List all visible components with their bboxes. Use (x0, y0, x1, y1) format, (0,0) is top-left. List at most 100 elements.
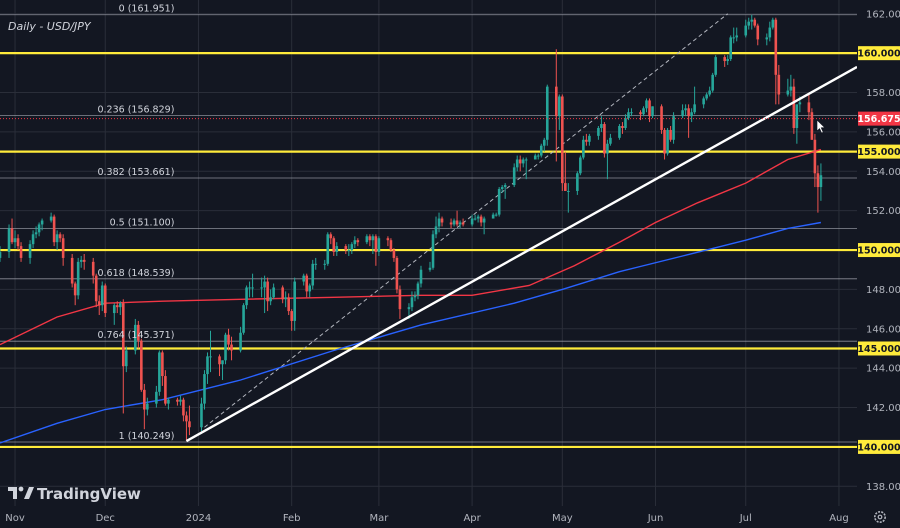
gear-icon[interactable] (874, 511, 886, 523)
time-scale[interactable] (0, 506, 900, 528)
candle-body (476, 216, 480, 219)
candle-body (729, 37, 733, 60)
candle (272, 283, 275, 300)
x-tick-label: 2024 (186, 513, 211, 524)
candle-body (660, 106, 663, 130)
candle (494, 212, 498, 217)
level-badge-bg (858, 439, 900, 454)
horizontal-levels[interactable] (0, 52, 857, 449)
candle-body (185, 415, 188, 422)
candle (58, 232, 62, 243)
candle-body (765, 37, 769, 40)
candle-body (651, 106, 654, 117)
candle-body (200, 403, 203, 428)
candle-body (356, 240, 360, 243)
candle-body (732, 37, 736, 39)
candle-body (31, 234, 35, 245)
candle (260, 277, 263, 298)
candle-body (518, 159, 522, 164)
candle-body (398, 289, 402, 310)
candle (203, 370, 206, 410)
fibonacci-retracement[interactable] (0, 14, 857, 443)
candle-body (140, 340, 143, 390)
chart-title: Daily - USD/JPY (8, 20, 92, 33)
candle (206, 352, 209, 384)
candle-body (91, 261, 95, 276)
candle (227, 328, 230, 351)
candle-body (10, 228, 14, 243)
candle (554, 49, 558, 162)
y-tick-label: 152.000 (866, 206, 900, 217)
candle (786, 78, 790, 97)
candle-body (118, 303, 122, 308)
candle (813, 133, 817, 188)
candle (134, 318, 137, 355)
candle (624, 114, 627, 130)
candle-body (263, 281, 266, 288)
candle (269, 289, 272, 306)
candle (723, 55, 726, 67)
candle (434, 216, 438, 239)
candle (684, 104, 687, 117)
candle (398, 285, 402, 319)
candle-body (344, 246, 348, 251)
x-tick-label: Apr (463, 513, 481, 524)
candle-body (648, 100, 651, 117)
candle (7, 224, 11, 258)
candle-body (558, 96, 561, 117)
candle-body (750, 19, 754, 22)
candle (55, 230, 59, 251)
candle (455, 210, 459, 227)
fib-level-label: 0.382 (153.661) (97, 167, 174, 178)
candle (209, 330, 212, 373)
candle (82, 253, 86, 270)
candle-body (371, 236, 375, 241)
candle (756, 23, 760, 46)
candle (242, 303, 245, 335)
candle (585, 133, 588, 146)
dashed-trend-line[interactable] (204, 13, 729, 428)
candle (437, 212, 441, 233)
level-badge-bg (858, 144, 900, 159)
candle-body (407, 307, 411, 310)
candle (431, 230, 435, 270)
candle (795, 104, 799, 144)
candle-body (491, 214, 495, 219)
candle (28, 240, 32, 264)
candle-body (813, 139, 817, 174)
candle (13, 230, 17, 249)
candle-body (73, 283, 77, 296)
fib-level-label: 0.5 (151.100) (110, 217, 175, 228)
candle (672, 112, 675, 144)
candle (816, 165, 820, 213)
candle-body (434, 226, 438, 235)
candle (137, 320, 140, 349)
candle-body (16, 238, 20, 247)
candle-body (368, 236, 372, 241)
candle (377, 236, 381, 256)
candle (305, 273, 309, 298)
candle (753, 17, 757, 28)
candle-body (515, 159, 519, 168)
trend-line[interactable] (185, 65, 858, 443)
candle (627, 108, 630, 121)
candle-body (179, 399, 182, 402)
candle (239, 326, 242, 353)
fib-level-label: 0 (161.951) (119, 4, 175, 15)
candle-body (167, 399, 170, 404)
candle-body (533, 155, 537, 160)
candle (744, 19, 748, 38)
candle (371, 234, 375, 254)
candle (630, 108, 633, 117)
candle (711, 72, 714, 93)
candle (293, 277, 296, 331)
candle (642, 106, 645, 117)
level-badge: 150.000 (857, 246, 900, 257)
candle (413, 291, 417, 302)
candle (729, 35, 733, 62)
candle (374, 234, 378, 266)
last-price-badge: 156.675 (857, 114, 900, 125)
candle-body (284, 297, 287, 300)
candle-body (789, 86, 793, 91)
